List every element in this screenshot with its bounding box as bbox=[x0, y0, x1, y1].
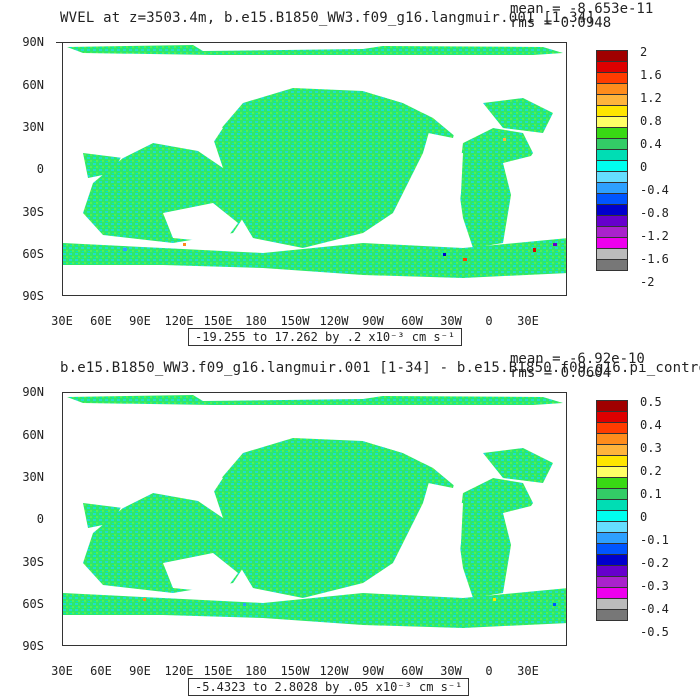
colorbar-label: -0.5 bbox=[640, 625, 669, 639]
lat-label: 60N bbox=[22, 428, 44, 442]
ocean-field bbox=[63, 395, 566, 645]
colorbar-swatch bbox=[596, 609, 628, 621]
top-map-panel: WVEL at z=3503.4m, b.e15.B1850_WW3.f09_g… bbox=[22, 1, 669, 346]
lat-label: 30N bbox=[22, 470, 44, 484]
bottom-map-panel: b.e15.B1850_WW3.f09_g16.langmuir.001 [1-… bbox=[0, 350, 700, 700]
colorbar-label: -0.8 bbox=[640, 206, 669, 220]
contour-range: -19.255 to 17.262 by .2 x10⁻³ cm s⁻¹ bbox=[188, 328, 463, 346]
colorbar-label: 0.5 bbox=[640, 395, 662, 409]
colorbar-label: 1.2 bbox=[640, 91, 662, 105]
lat-label: 60S bbox=[22, 247, 44, 261]
colorbar-label: 0.1 bbox=[640, 487, 662, 501]
lon-label: 30W bbox=[440, 314, 462, 328]
lon-label: 30E bbox=[51, 314, 73, 328]
colorbar-label: 0 bbox=[640, 160, 648, 174]
lon-label: 150W bbox=[280, 664, 310, 678]
lon-label: 90E bbox=[129, 314, 151, 328]
lon-label: 30E bbox=[51, 664, 73, 678]
contour-range: -5.4323 to 2.8028 by .05 x10⁻³ cm s⁻¹ bbox=[188, 678, 470, 696]
lon-label: 180 bbox=[245, 664, 267, 678]
mean-stat: mean = -8.653e-11 bbox=[510, 1, 654, 17]
lat-label: 0 bbox=[36, 162, 44, 176]
colorbar-label: -0.3 bbox=[640, 579, 669, 593]
lon-label: 0 bbox=[485, 314, 493, 328]
map-plot-area bbox=[62, 392, 567, 646]
lon-label: 90W bbox=[362, 314, 384, 328]
lon-label: 90E bbox=[129, 664, 151, 678]
colorbar-label: -2 bbox=[640, 275, 655, 289]
lon-label: 150W bbox=[280, 314, 310, 328]
lat-label: 60N bbox=[22, 78, 44, 92]
lon-label: 150E bbox=[203, 314, 233, 328]
panel-title: b.e15.B1850_WW3.f09_g16.langmuir.001 [1-… bbox=[60, 360, 700, 376]
colorbar-label: -1.6 bbox=[640, 252, 669, 266]
lat-label: 90N bbox=[22, 385, 44, 399]
rms-stat: rms = 0.0948 bbox=[510, 15, 612, 31]
rms-stat: rms = 0.0604 bbox=[510, 365, 612, 381]
map-plot-area bbox=[62, 42, 567, 296]
colorbar-label: -0.2 bbox=[640, 556, 669, 570]
colorbar-label: 1.6 bbox=[640, 68, 662, 82]
lat-label: 90S bbox=[22, 639, 44, 653]
lat-label: 90N bbox=[22, 35, 44, 49]
lat-label: 30N bbox=[22, 120, 44, 134]
colorbar-label: 0.2 bbox=[640, 464, 662, 478]
lon-label: 30W bbox=[440, 664, 462, 678]
lon-label: 90W bbox=[362, 664, 384, 678]
lon-label: 0 bbox=[485, 664, 493, 678]
colorbar bbox=[596, 400, 628, 621]
colorbar-label: -1.2 bbox=[640, 229, 669, 243]
colorbar bbox=[596, 50, 628, 271]
colorbar-label: -0.1 bbox=[640, 533, 669, 547]
mean-stat: mean = -6.92e-10 bbox=[510, 351, 645, 367]
lat-label: 30S bbox=[22, 205, 44, 219]
ocean-field bbox=[63, 45, 566, 295]
colorbar-label: 0.3 bbox=[640, 441, 662, 455]
colorbar-label: 0.4 bbox=[640, 418, 662, 432]
lon-label: 60W bbox=[401, 314, 423, 328]
lon-label: 120E bbox=[164, 664, 194, 678]
lon-label: 120W bbox=[319, 664, 349, 678]
lon-label: 60E bbox=[90, 664, 112, 678]
colorbar-label: 0.4 bbox=[640, 137, 662, 151]
colorbar-label: 2 bbox=[640, 45, 648, 59]
lon-label: 150E bbox=[203, 664, 233, 678]
lat-label: 30S bbox=[22, 555, 44, 569]
lon-label: 30E bbox=[517, 314, 539, 328]
lon-label: 60W bbox=[401, 664, 423, 678]
lat-label: 90S bbox=[22, 289, 44, 303]
lon-label: 60E bbox=[90, 314, 112, 328]
colorbar-label: -0.4 bbox=[640, 602, 669, 616]
lat-label: 60S bbox=[22, 597, 44, 611]
lat-label: 0 bbox=[36, 512, 44, 526]
lon-label: 180 bbox=[245, 314, 267, 328]
lon-label: 120E bbox=[164, 314, 194, 328]
colorbar-label: -0.4 bbox=[640, 183, 669, 197]
lon-label: 30E bbox=[517, 664, 539, 678]
colorbar-label: 0.8 bbox=[640, 114, 662, 128]
colorbar-label: 0 bbox=[640, 510, 648, 524]
lon-label: 120W bbox=[319, 314, 349, 328]
colorbar-swatch bbox=[596, 259, 628, 271]
panel-title: WVEL at z=3503.4m, b.e15.B1850_WW3.f09_g… bbox=[60, 10, 595, 26]
